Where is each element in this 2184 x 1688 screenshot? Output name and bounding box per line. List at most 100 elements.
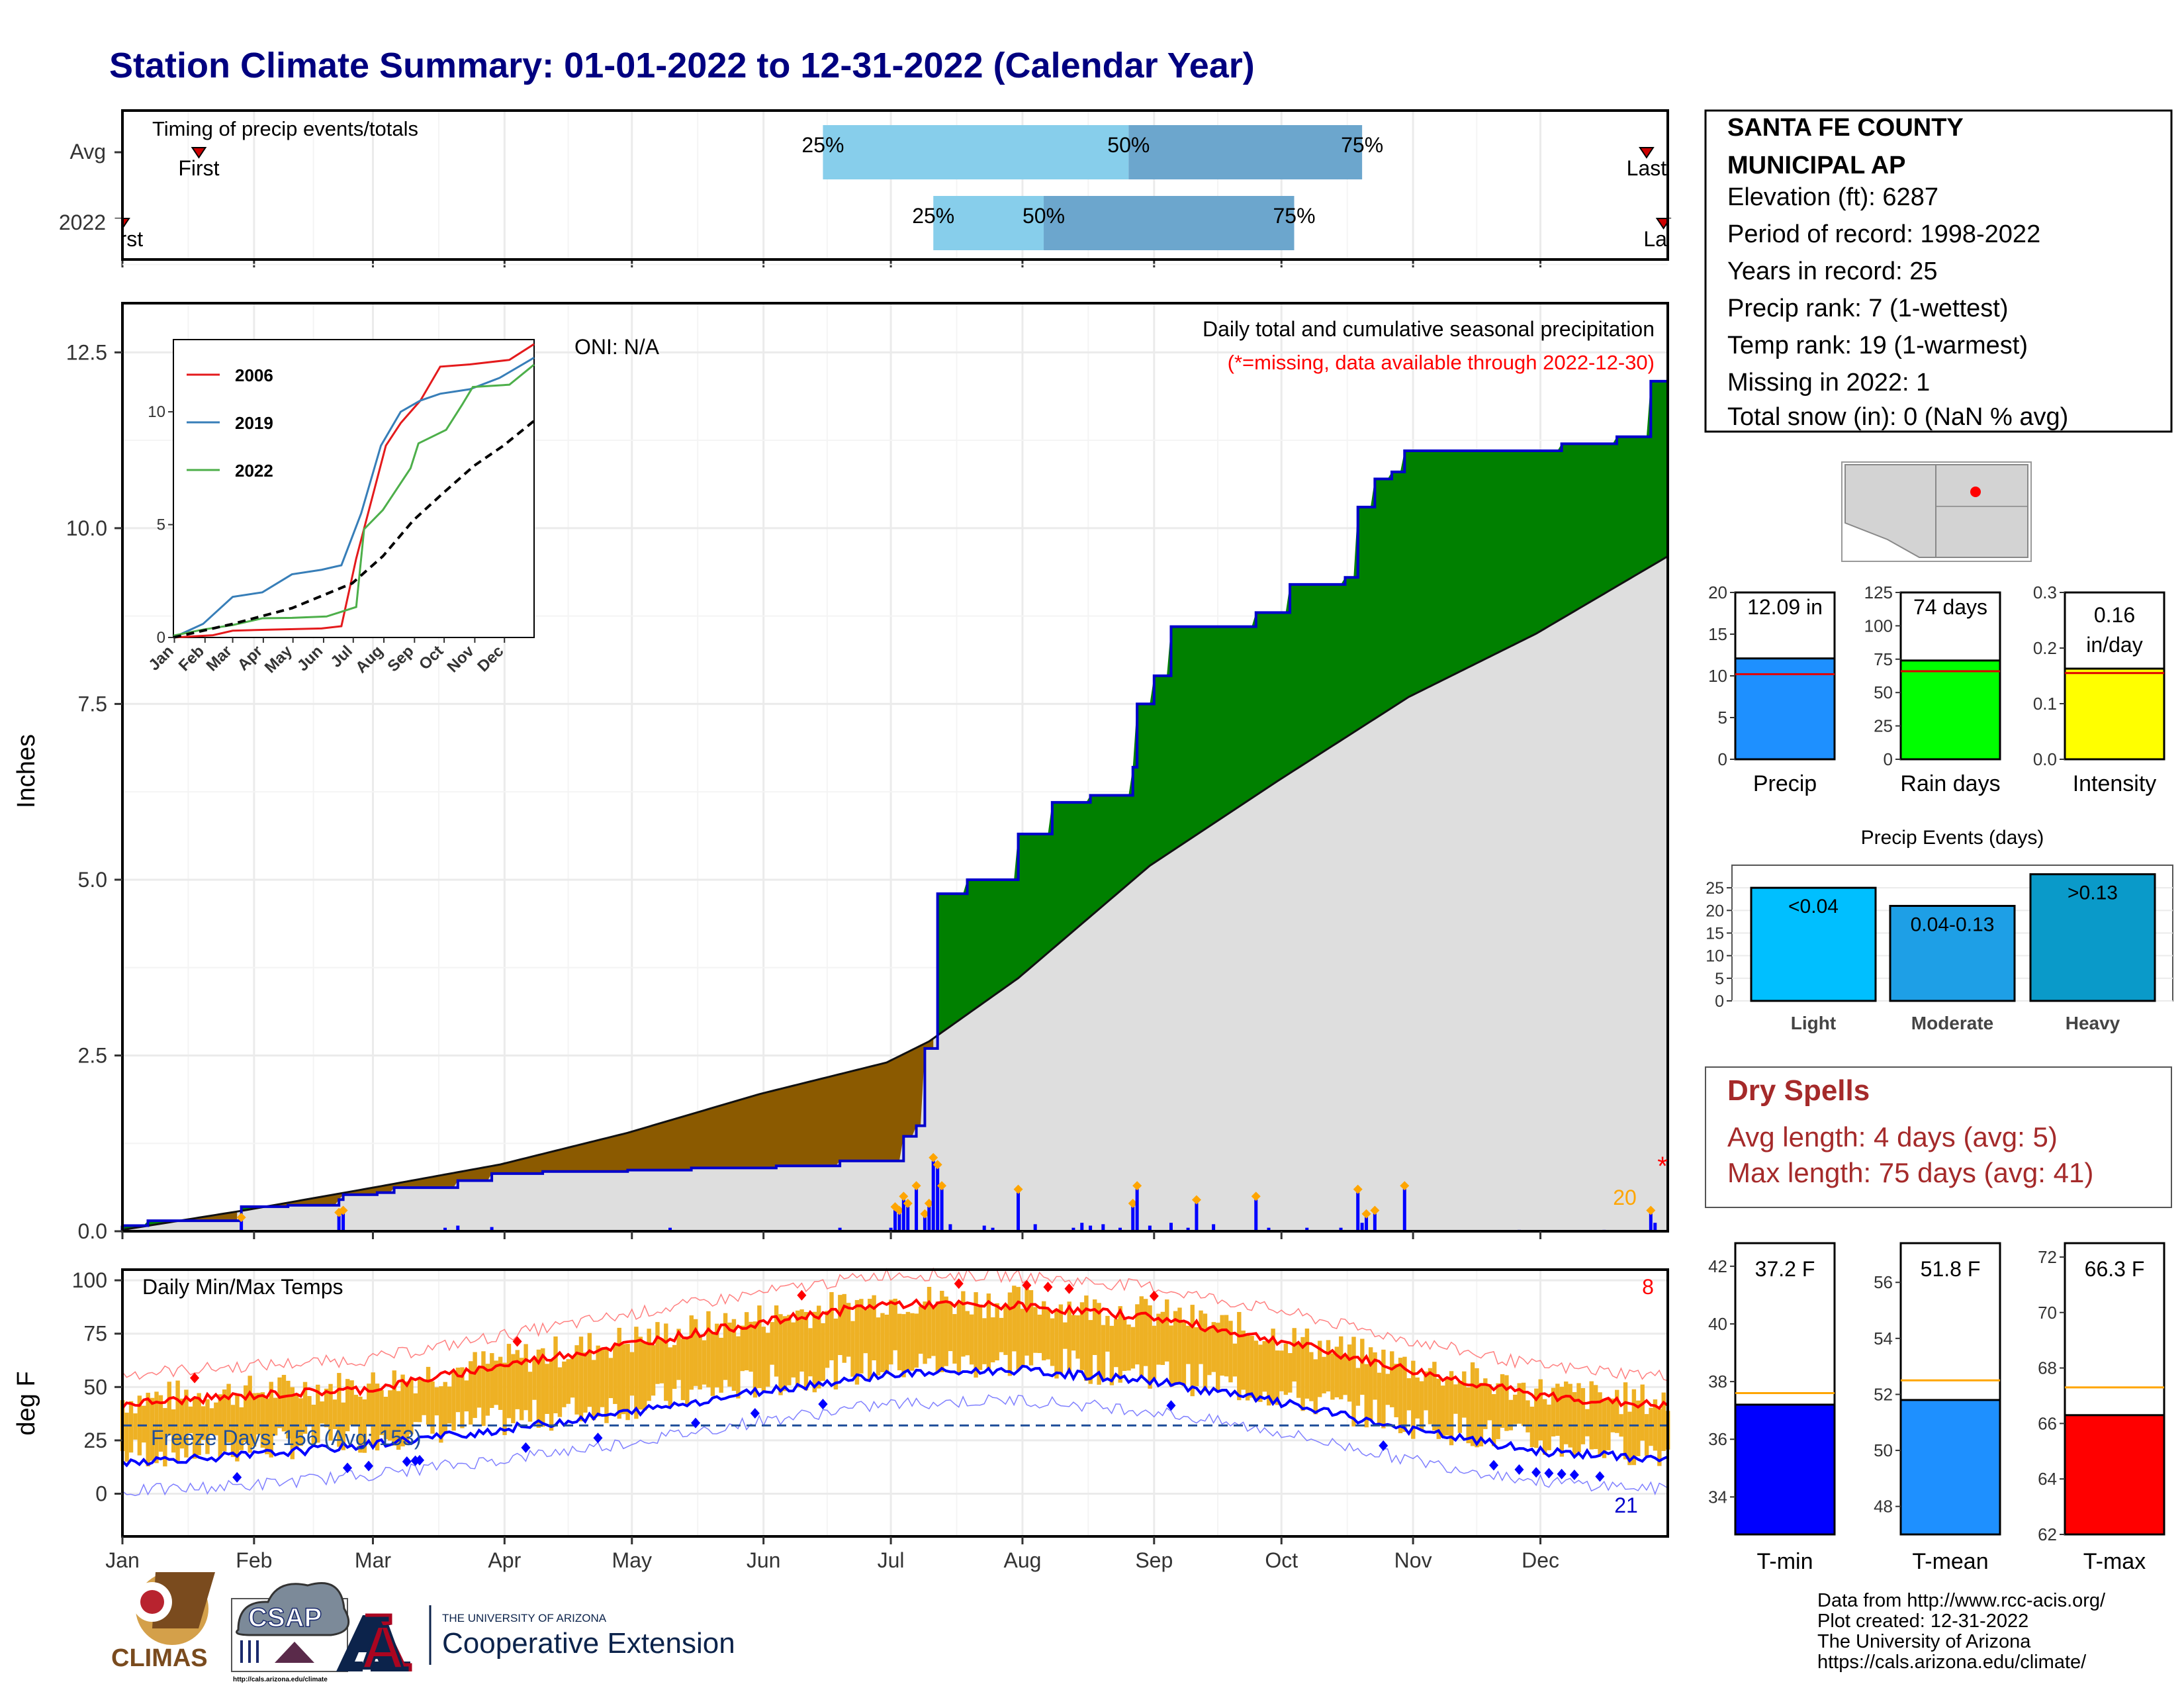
daily-temp-bar (876, 1317, 881, 1376)
daily-temp-bar (1028, 1289, 1034, 1366)
daily-temp-bar (604, 1349, 609, 1423)
daily-temp-bar (782, 1316, 788, 1391)
daily-temp-bar (829, 1291, 834, 1360)
daily-temp-bar (842, 1293, 846, 1363)
daily-temp-bar (1313, 1359, 1318, 1415)
summary-bar-intensity (2064, 667, 2165, 761)
daily-temp-bar (1504, 1375, 1509, 1431)
daily-precip-bar (838, 1227, 842, 1231)
daily-temp-bar (592, 1360, 596, 1421)
heavy-precip-marker (937, 1181, 947, 1191)
daily-temp-bar (1525, 1400, 1530, 1432)
daily-temp-bar (209, 1408, 214, 1434)
precip-summary-panels: 12.09 in 0 5 10 15 20 Precip 74 days 0 25 50 75 100 1… (1708, 583, 2165, 796)
daily-temp-bar (710, 1332, 715, 1396)
daily-temp-bar (999, 1317, 1004, 1352)
csap-wordmark: CSAP (248, 1603, 322, 1632)
daily-temp-bar (1309, 1352, 1314, 1401)
daily-temp-bar (404, 1381, 410, 1446)
summary-ytick-label: 0.2 (2033, 638, 2057, 658)
month-tick-label-aug: Aug (1003, 1548, 1041, 1572)
precip-ytick-label: 7.5 (78, 692, 107, 716)
daily-temp-bar (307, 1395, 312, 1426)
temp-summary-ytick-label: 36 (1708, 1429, 1727, 1449)
record-low-marker (232, 1472, 242, 1483)
temp-summary-ytick-label: 54 (1874, 1329, 1893, 1348)
heavy-precip-marker (903, 1198, 913, 1208)
temp-summary-panels: 37.2 F 34 36 38 40 42 T-min 51.8 F 48 50 52 54 56 T-m… (1708, 1242, 2165, 1574)
daily-temp-bar (570, 1356, 575, 1398)
daily-precip-bar (1402, 1189, 1406, 1231)
daily-precip-bar (1365, 1217, 1369, 1231)
daily-temp-bar (1033, 1307, 1038, 1353)
csap-logo[interactable]: CSAP http://cals.arizona.edu/climate (231, 1582, 350, 1683)
daily-temp-bar (519, 1358, 524, 1421)
daily-temp-bar (1343, 1354, 1347, 1395)
daily-precip-bar (341, 1213, 345, 1231)
daily-temp-bar (698, 1336, 702, 1390)
daily-temp-bar (1194, 1327, 1199, 1387)
daily-temp-bar (927, 1287, 932, 1359)
daily-precip-bar (1356, 1192, 1360, 1231)
month-tick-label-dec: Dec (1522, 1548, 1559, 1572)
daily-precip-bar (906, 1206, 910, 1231)
temp-summary-ytick-label: 38 (1708, 1372, 1727, 1391)
record-high-marker (1043, 1282, 1053, 1293)
daily-precip-bar (443, 1227, 447, 1231)
daily-temp-bar (532, 1356, 537, 1400)
daily-temp-bar (952, 1314, 957, 1364)
temp-summary-value-label: 66.3 F (2085, 1257, 2145, 1281)
daily-temp-bar (1606, 1397, 1611, 1450)
daily-temp-bar (850, 1321, 855, 1377)
daily-temp-bar (795, 1310, 800, 1387)
daily-temp-bar (1475, 1368, 1479, 1448)
ua-cooperative-extension-logo[interactable]: A THE UNIVERSITY OF ARIZONA Cooperative … (336, 1605, 735, 1683)
daily-temp-bar (1593, 1385, 1598, 1449)
inset-line-2006 (173, 343, 535, 639)
temp-summary-ytick-label: 70 (2038, 1303, 2057, 1323)
events-category-label: Moderate (1911, 1013, 1993, 1033)
daily-temp-bar (1334, 1346, 1340, 1397)
daily-temp-bar (251, 1393, 257, 1447)
daily-temp-bar (1097, 1303, 1101, 1385)
station-temp-rank: Temp rank: 19 (1-warmest) (1727, 332, 2028, 359)
daily-precip-bar (982, 1225, 986, 1231)
timing-bar-q50-q75 (1128, 125, 1363, 179)
daily-temp-bar (940, 1290, 944, 1372)
daily-temp-bar (1572, 1392, 1577, 1456)
record-high-envelope (122, 1267, 1668, 1382)
cumulative-2022-line (122, 379, 1668, 1227)
daily-temp-bar (562, 1361, 567, 1407)
heavy-precip-marker (933, 1160, 942, 1170)
events-bar-heavy (2029, 873, 2156, 1002)
daily-temp-bar (1304, 1328, 1310, 1399)
daily-temp-bar (961, 1291, 966, 1357)
daily-temp-bar (375, 1383, 380, 1451)
daily-temp-bar (617, 1327, 621, 1419)
daily-temp-bar (222, 1389, 227, 1452)
daily-temp-bar (1602, 1398, 1607, 1458)
daily-temp-bar (1542, 1399, 1547, 1455)
daily-temp-bar (188, 1406, 193, 1434)
temp-ytick-label: 50 (83, 1375, 107, 1399)
climas-logo[interactable]: CLIMAS (111, 1572, 215, 1672)
dry-spells-avg: Avg length: 4 days (avg: 5) (1727, 1121, 2058, 1152)
daily-precip-bar (1254, 1199, 1258, 1231)
timing-q50-label: 50% (1023, 204, 1065, 228)
daily-temp-bar (1551, 1387, 1556, 1437)
daily-temp-bar (1449, 1371, 1454, 1446)
daily-temp-bar (1275, 1350, 1280, 1405)
daily-temp-bar (1279, 1350, 1284, 1391)
daily-temp-bar (664, 1323, 668, 1401)
temp-summary-ytick-label: 64 (2038, 1469, 2057, 1489)
temp-summary-ytick-label: 68 (2038, 1358, 2057, 1378)
timing-q50-label: 50% (1107, 133, 1150, 157)
temp-summary-category-label: T-max (2083, 1549, 2146, 1574)
daily-temp-bar (1529, 1406, 1535, 1448)
heavy-precip-marker (1646, 1205, 1656, 1215)
month-tick-label-oct: Oct (1265, 1548, 1298, 1572)
daily-temp-bar (905, 1311, 911, 1371)
daily-temp-bar (1224, 1315, 1229, 1377)
daily-temp-bar (422, 1380, 426, 1415)
daily-temp-bar (1220, 1315, 1224, 1376)
